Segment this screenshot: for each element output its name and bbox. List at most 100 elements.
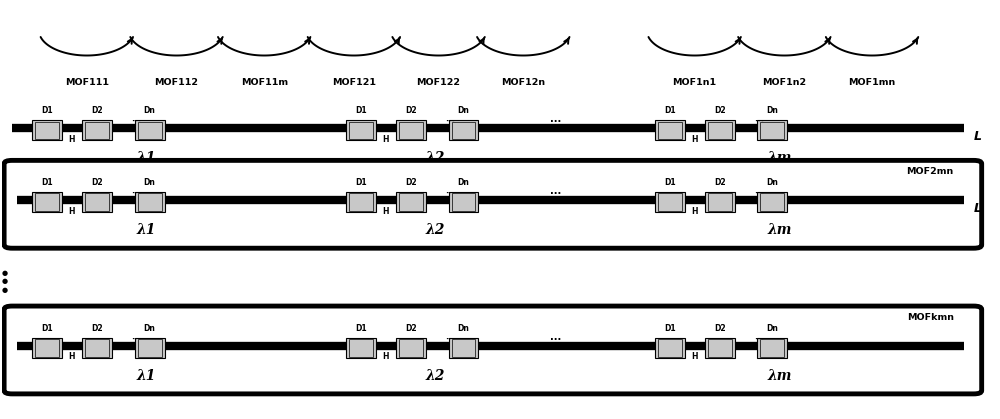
Text: H: H xyxy=(383,135,389,144)
Text: D2: D2 xyxy=(405,106,416,115)
Bar xyxy=(349,194,373,211)
Text: D2: D2 xyxy=(91,178,103,187)
Text: ···: ··· xyxy=(132,190,142,199)
Bar xyxy=(32,120,62,140)
Text: D2: D2 xyxy=(91,324,103,333)
Bar xyxy=(135,338,165,358)
Text: λ2: λ2 xyxy=(426,223,445,237)
Bar xyxy=(135,192,165,212)
Bar xyxy=(135,120,165,140)
Bar xyxy=(708,122,732,139)
Text: λ1: λ1 xyxy=(137,369,156,383)
Bar xyxy=(705,338,735,358)
Text: MOF1mn: MOF1mn xyxy=(848,78,896,88)
Text: L: L xyxy=(974,130,982,143)
Text: λ1: λ1 xyxy=(137,223,156,237)
Text: ···: ··· xyxy=(132,336,142,344)
Text: ●: ● xyxy=(2,278,8,285)
Bar xyxy=(449,338,478,358)
Bar xyxy=(760,194,784,211)
Text: Dn: Dn xyxy=(766,106,778,115)
Bar xyxy=(757,338,787,358)
Bar xyxy=(82,338,112,358)
Bar xyxy=(449,120,478,140)
Text: D2: D2 xyxy=(714,178,725,187)
Bar xyxy=(655,338,685,358)
Text: MOF112: MOF112 xyxy=(155,78,199,88)
Text: ···: ··· xyxy=(550,117,561,127)
Text: λ2: λ2 xyxy=(426,369,445,383)
Bar xyxy=(35,122,59,139)
Bar xyxy=(346,192,376,212)
Bar xyxy=(32,192,62,212)
Text: D1: D1 xyxy=(41,324,53,333)
Text: ···: ··· xyxy=(754,190,765,199)
Text: MOF11m: MOF11m xyxy=(241,78,288,88)
Bar xyxy=(399,122,423,139)
Bar xyxy=(138,339,162,357)
Text: MOF122: MOF122 xyxy=(417,78,461,88)
Bar xyxy=(399,339,423,357)
Text: λm: λm xyxy=(767,151,792,165)
Bar xyxy=(346,338,376,358)
Bar xyxy=(658,194,682,211)
Text: Dn: Dn xyxy=(144,178,156,187)
Text: MOF111: MOF111 xyxy=(65,78,109,88)
Text: ···: ··· xyxy=(445,118,456,127)
Bar xyxy=(658,339,682,357)
FancyBboxPatch shape xyxy=(4,306,982,394)
Bar xyxy=(705,120,735,140)
Text: Dn: Dn xyxy=(766,324,778,333)
Bar xyxy=(35,194,59,211)
Text: H: H xyxy=(691,135,698,144)
Bar xyxy=(449,192,478,212)
Bar xyxy=(82,192,112,212)
Bar xyxy=(658,122,682,139)
Text: λ2: λ2 xyxy=(426,151,445,165)
Text: MOF2mn: MOF2mn xyxy=(907,167,954,176)
Text: Dn: Dn xyxy=(458,324,469,333)
Bar xyxy=(396,192,426,212)
Text: H: H xyxy=(69,352,75,362)
Text: Dn: Dn xyxy=(766,178,778,187)
Text: λm: λm xyxy=(767,369,792,383)
Bar xyxy=(85,194,109,211)
Text: ●: ● xyxy=(2,287,8,292)
Bar xyxy=(138,194,162,211)
Text: D2: D2 xyxy=(91,106,103,115)
Text: ···: ··· xyxy=(445,190,456,199)
Bar xyxy=(760,339,784,357)
Bar xyxy=(396,120,426,140)
Bar xyxy=(655,192,685,212)
Text: D1: D1 xyxy=(355,106,367,115)
Text: ···: ··· xyxy=(550,335,561,345)
Text: D1: D1 xyxy=(355,178,367,187)
Bar xyxy=(82,120,112,140)
Text: D1: D1 xyxy=(664,106,676,115)
Bar xyxy=(452,339,475,357)
Text: MOF1n2: MOF1n2 xyxy=(762,78,806,88)
Text: Dn: Dn xyxy=(458,106,469,115)
Bar xyxy=(85,122,109,139)
Text: MOF121: MOF121 xyxy=(332,78,376,88)
Text: D1: D1 xyxy=(41,106,53,115)
Text: H: H xyxy=(691,207,698,216)
Text: H: H xyxy=(69,135,75,144)
Bar xyxy=(452,194,475,211)
Bar xyxy=(452,122,475,139)
Text: λm: λm xyxy=(767,223,792,237)
Text: ●: ● xyxy=(2,270,8,276)
Text: ···: ··· xyxy=(754,336,765,344)
Text: D2: D2 xyxy=(405,178,416,187)
Text: Dn: Dn xyxy=(458,178,469,187)
Text: L: L xyxy=(974,202,982,215)
Bar xyxy=(708,194,732,211)
Text: λ1: λ1 xyxy=(137,151,156,165)
Text: D1: D1 xyxy=(355,324,367,333)
Bar xyxy=(35,339,59,357)
Text: Dn: Dn xyxy=(144,324,156,333)
Bar xyxy=(757,120,787,140)
Bar xyxy=(705,192,735,212)
Bar xyxy=(708,339,732,357)
Text: H: H xyxy=(69,207,75,216)
